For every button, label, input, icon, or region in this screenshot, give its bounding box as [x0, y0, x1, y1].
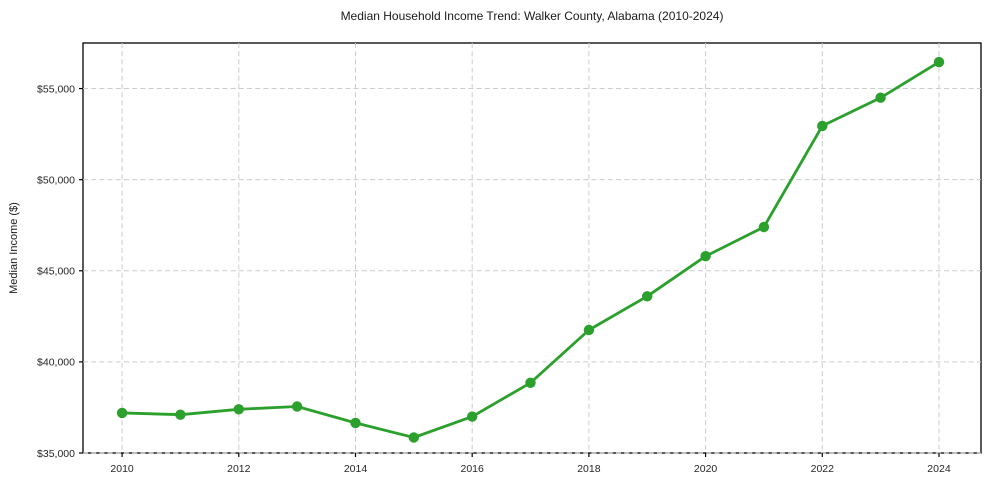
x-tick-label: 2014 — [344, 463, 368, 475]
axes-frame — [82, 42, 982, 454]
chart-title: Median Household Income Trend: Walker Co… — [340, 9, 724, 23]
data-point-2021 — [758, 221, 770, 233]
data-point-2011 — [175, 409, 186, 420]
x-tick-label: 2010 — [110, 463, 134, 475]
data-point-2022 — [817, 120, 828, 132]
data-point-2013 — [291, 401, 303, 412]
x-tick-label: 2024 — [927, 463, 951, 475]
x-tick-label: 2018 — [577, 463, 601, 475]
data-point-2019 — [642, 291, 653, 302]
data-point-2016 — [467, 411, 478, 422]
y-tick-label: $55,000 — [37, 83, 75, 95]
x-tick-label: 2012 — [227, 463, 251, 475]
data-point-2023 — [875, 92, 886, 103]
y-tick-label: $40,000 — [37, 357, 75, 369]
y-tick-label: $45,000 — [37, 266, 75, 278]
data-point-2018 — [583, 324, 595, 336]
data-point-2010 — [116, 407, 128, 419]
data-point-2017 — [525, 377, 536, 388]
data-point-2012 — [233, 404, 244, 415]
x-tick-label: 2020 — [694, 463, 718, 475]
data-point-2015 — [408, 432, 419, 443]
x-tick-label: 2016 — [461, 463, 485, 475]
data-point-2024 — [933, 56, 945, 68]
data-point-2020 — [700, 251, 711, 262]
y-tick-label: $35,000 — [37, 448, 75, 460]
x-tick-label: 2022 — [811, 463, 835, 475]
y-tick-label: $50,000 — [37, 174, 75, 186]
data-point-2014 — [350, 417, 361, 429]
